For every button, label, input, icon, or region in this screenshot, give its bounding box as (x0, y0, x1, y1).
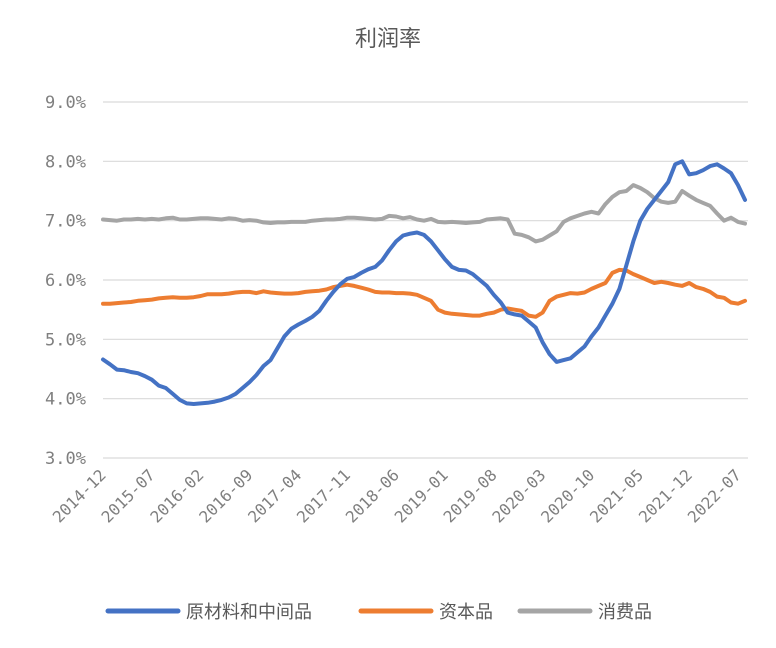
y-tick-label: 8.0% (45, 152, 86, 172)
y-tick-label: 5.0% (45, 330, 86, 350)
y-tick-label: 9.0% (45, 93, 86, 113)
series-lines (101, 159, 747, 406)
series-line-原材料和中间品 (101, 159, 747, 406)
y-tick-label: 7.0% (45, 212, 86, 232)
series-line-消费品 (101, 183, 747, 244)
x-tick-label: 2022-07 (684, 465, 745, 526)
y-tick-label: 3.0% (45, 449, 86, 469)
y-tick-label: 4.0% (45, 390, 86, 410)
legend-label: 资本品 (439, 602, 493, 623)
y-tick-label: 6.0% (45, 271, 86, 291)
series-line-资本品 (101, 267, 747, 319)
legend: 原材料和中间品 资本品 消费品 (105, 602, 652, 623)
chart-title: 利润率 (355, 27, 421, 52)
legend-label: 原材料和中间品 (186, 602, 312, 623)
x-axis-ticks: 2014-122015-072016-022016-092017-042017-… (49, 465, 745, 526)
y-axis-ticks: 3.0% 4.0% 5.0% 6.0% 7.0% 8.0% 9.0% (45, 93, 86, 469)
legend-label: 消费品 (598, 602, 652, 623)
